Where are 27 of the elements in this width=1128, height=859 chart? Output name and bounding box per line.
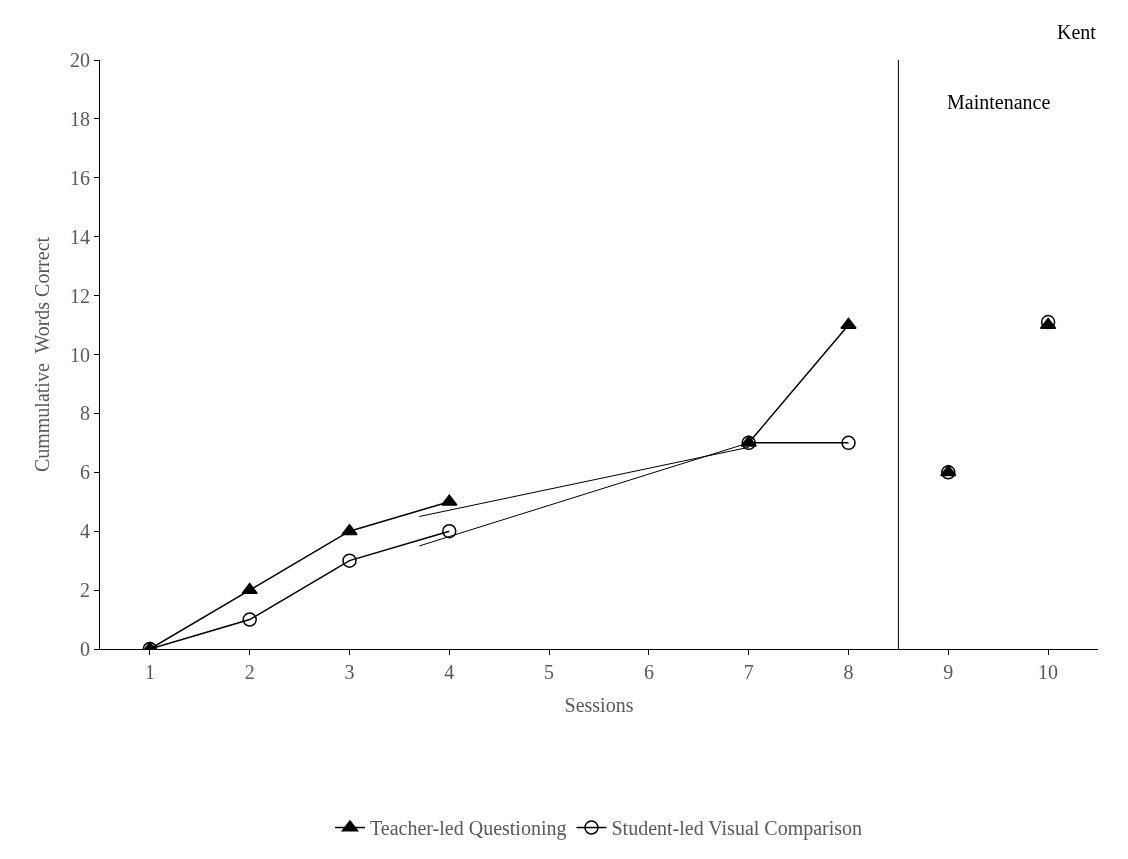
- ref-line-label: Maintenance: [947, 91, 1051, 113]
- y-tick-label: 6: [80, 461, 90, 484]
- x-tick-label: 2: [244, 661, 255, 683]
- x-tick-label: 9: [943, 661, 954, 683]
- y-tick-label: 16: [70, 166, 90, 189]
- text: Kent: [1057, 21, 1097, 43]
- y-tick-label: 18: [70, 107, 90, 130]
- x-tick-label: 10: [1038, 661, 1059, 683]
- x-tick-label: 7: [743, 661, 754, 683]
- y-tick-label: 8: [80, 402, 90, 425]
- y-tick-label: 12: [70, 284, 90, 307]
- y-tick-label: 2: [80, 579, 90, 602]
- y-tick-label: 14: [70, 225, 90, 248]
- x-tick-label: 1: [144, 661, 155, 683]
- y-axis-title: Cummulative Words Correct: [30, 236, 53, 473]
- x-tick-label: 8: [843, 661, 854, 683]
- x-axis-title: Sessions: [564, 693, 634, 716]
- y-tick-label: 0: [80, 638, 90, 660]
- x-tick-label: 5: [544, 661, 555, 683]
- legend-label: Teacher-led Questioning: [370, 817, 567, 841]
- y-tick-label: 4: [80, 520, 90, 543]
- legend-label: Student-led Visual Comparison: [611, 817, 863, 841]
- y-tick-label: 10: [70, 343, 90, 366]
- y-tick-label: 20: [70, 49, 90, 71]
- x-tick-label: 4: [444, 661, 455, 683]
- x-tick-label: 3: [344, 661, 355, 683]
- x-tick-label: 6: [643, 661, 654, 683]
